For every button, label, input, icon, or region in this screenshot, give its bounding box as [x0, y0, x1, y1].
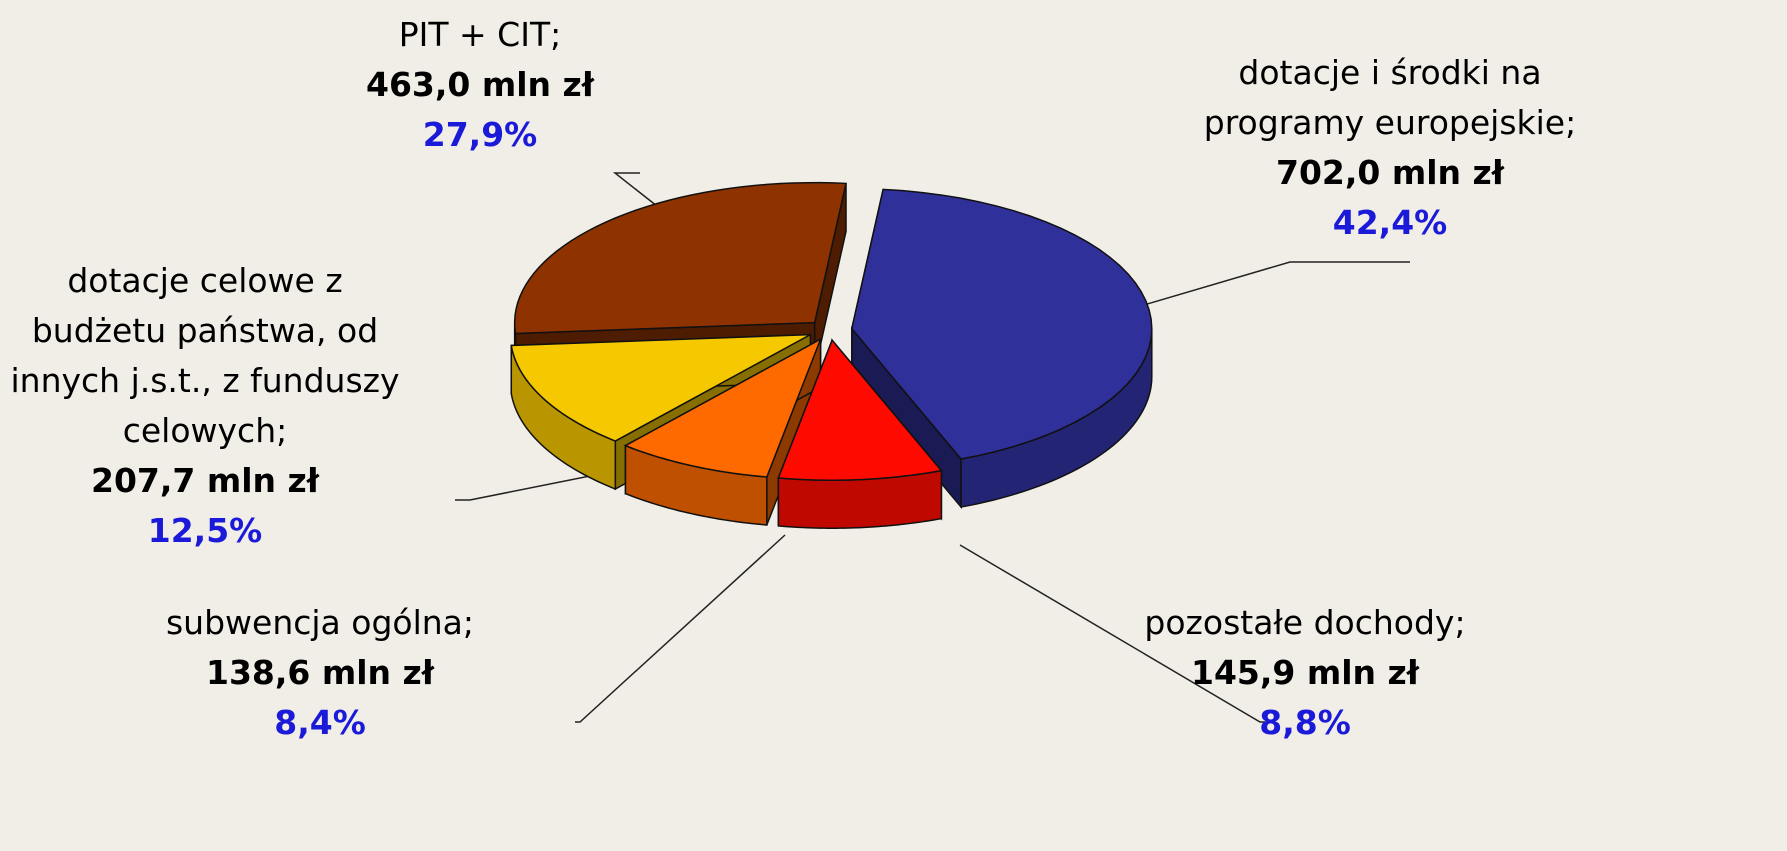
share-label: 42,4% [1332, 203, 1448, 242]
slice-label: PIT + CIT; 463,0 mln zł 27,9% [280, 10, 680, 160]
value-label: 463,0 mln zł [365, 65, 594, 104]
slice [777, 338, 943, 529]
leader-line [575, 534, 786, 723]
value-label: 702,0 mln zł [1275, 153, 1504, 192]
category-name: dotacje celowe z budżetu państwa, od inn… [10, 261, 400, 450]
slice-top [850, 188, 1153, 460]
leader-line [959, 544, 1270, 723]
slice-top [513, 181, 847, 335]
share-label: 27,9% [422, 115, 538, 154]
value-label: 138,6 mln zł [205, 653, 434, 692]
slice-top [510, 333, 811, 442]
category-name: PIT + CIT; [398, 15, 562, 54]
leader-line [1119, 261, 1410, 313]
leader-lines [455, 172, 1410, 723]
slice-label: pozostałe dochody; 145,9 mln zł 8,8% [1105, 598, 1505, 748]
slice-label: dotacje celowe z budżetu państwa, od inn… [5, 256, 405, 556]
slice-label: subwencja ogólna; 138,6 mln zł 8,4% [120, 598, 520, 748]
share-label: 12,5% [147, 511, 263, 550]
category-name: dotacje i środki na programy europejskie… [1203, 53, 1577, 142]
share-label: 8,4% [274, 703, 366, 742]
leader-line [455, 469, 621, 501]
value-label: 145,9 mln zł [1190, 653, 1419, 692]
category-name: pozostałe dochody; [1144, 603, 1466, 642]
slice-top [623, 337, 822, 478]
slice-label: dotacje i środki na programy europejskie… [1190, 48, 1590, 248]
slice-top [777, 338, 943, 481]
category-name: subwencja ogólna; [165, 603, 475, 642]
value-label: 207,7 mln zł [90, 461, 319, 500]
share-label: 8,8% [1259, 703, 1351, 742]
